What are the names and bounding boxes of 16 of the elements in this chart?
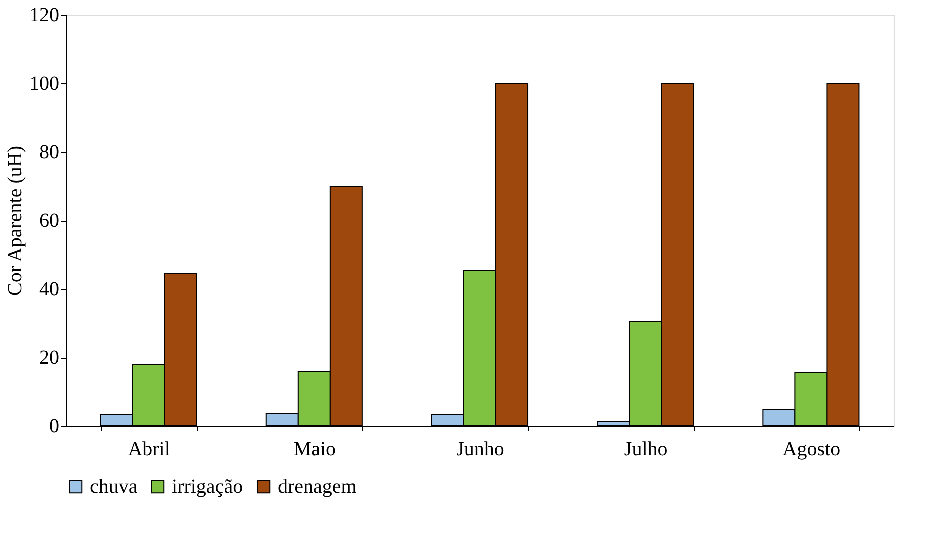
x-tick-label: Julho (624, 438, 668, 460)
y-tick-label: 100 (30, 73, 60, 95)
legend-label: chuva (90, 476, 138, 498)
y-tick-label: 120 (30, 4, 60, 26)
legend-label: drenagem (278, 476, 358, 498)
y-tick-label: 40 (40, 278, 60, 300)
y-axis-title: Cor Aparente (uH) (4, 146, 26, 296)
y-tick-label: 0 (50, 416, 60, 438)
y-tick-label: 80 (40, 142, 60, 164)
y-tick-label: 20 (40, 347, 60, 369)
x-tick-label: Abril (128, 438, 171, 460)
x-tick-label: Junho (456, 438, 504, 460)
legend-label: irrigação (172, 476, 244, 498)
y-tick-label: 60 (40, 210, 60, 232)
x-tick-label: Agosto (782, 438, 841, 460)
x-tick-label: Maio (294, 438, 336, 460)
